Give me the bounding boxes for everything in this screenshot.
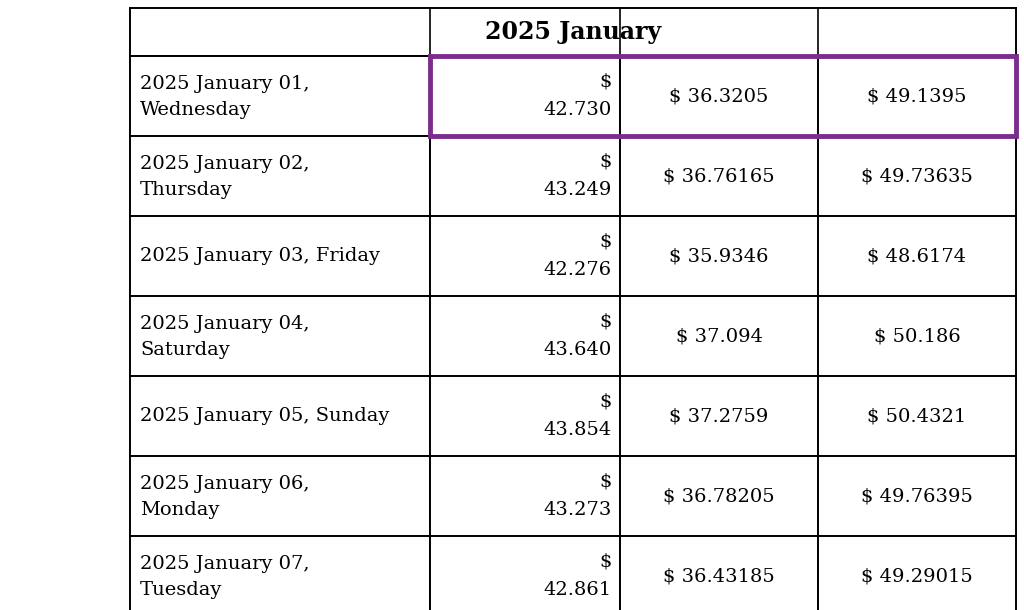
Text: $ 49.73635: $ 49.73635 bbox=[861, 167, 973, 185]
Bar bbox=[430, 56, 620, 136]
Text: 43.854: 43.854 bbox=[544, 422, 612, 439]
Bar bbox=[130, 136, 430, 216]
Text: Thursday: Thursday bbox=[140, 181, 232, 199]
Text: $ 35.9346: $ 35.9346 bbox=[670, 247, 769, 265]
Text: $ 36.43185: $ 36.43185 bbox=[664, 567, 775, 585]
Text: $ 49.29015: $ 49.29015 bbox=[861, 567, 973, 585]
Text: 2025 January 03, Friday: 2025 January 03, Friday bbox=[140, 247, 380, 265]
Text: $: $ bbox=[600, 553, 612, 570]
Bar bbox=[430, 136, 620, 216]
Text: 42.276: 42.276 bbox=[544, 262, 612, 279]
Bar bbox=[620, 456, 818, 536]
Text: $ 50.4321: $ 50.4321 bbox=[867, 407, 967, 425]
Text: 43.273: 43.273 bbox=[544, 501, 612, 519]
Text: 2025 January 01,: 2025 January 01, bbox=[140, 75, 309, 93]
Bar bbox=[620, 536, 818, 610]
Bar bbox=[620, 216, 818, 296]
Bar bbox=[430, 376, 620, 456]
Bar bbox=[818, 536, 1016, 610]
Text: $ 36.76165: $ 36.76165 bbox=[664, 167, 775, 185]
Bar bbox=[430, 296, 620, 376]
Text: 43.640: 43.640 bbox=[544, 342, 612, 359]
Text: Tuesday: Tuesday bbox=[140, 581, 222, 600]
Bar bbox=[130, 56, 430, 136]
Bar bbox=[130, 216, 430, 296]
Text: 2025 January 07,: 2025 January 07, bbox=[140, 555, 309, 573]
Bar bbox=[818, 136, 1016, 216]
Text: 42.861: 42.861 bbox=[544, 581, 612, 600]
Text: $ 49.1395: $ 49.1395 bbox=[867, 87, 967, 105]
Text: $: $ bbox=[600, 312, 612, 331]
Bar bbox=[818, 56, 1016, 136]
Bar bbox=[430, 216, 620, 296]
Text: $: $ bbox=[600, 73, 612, 91]
Text: 2025 January 02,: 2025 January 02, bbox=[140, 155, 309, 173]
Bar bbox=[620, 136, 818, 216]
Text: $ 36.78205: $ 36.78205 bbox=[664, 487, 775, 505]
Text: 2025 January 06,: 2025 January 06, bbox=[140, 475, 309, 493]
Text: 2025 January 05, Sunday: 2025 January 05, Sunday bbox=[140, 407, 389, 425]
Bar bbox=[620, 376, 818, 456]
Bar bbox=[430, 456, 620, 536]
Bar bbox=[818, 296, 1016, 376]
Bar bbox=[818, 456, 1016, 536]
Bar bbox=[130, 296, 430, 376]
Bar bbox=[818, 216, 1016, 296]
Text: 42.730: 42.730 bbox=[544, 101, 612, 120]
Text: 43.249: 43.249 bbox=[544, 181, 612, 199]
Bar bbox=[818, 376, 1016, 456]
Bar bbox=[620, 296, 818, 376]
Bar bbox=[620, 56, 818, 136]
Bar bbox=[130, 536, 430, 610]
Text: $: $ bbox=[600, 232, 612, 251]
Text: $ 37.094: $ 37.094 bbox=[676, 327, 763, 345]
Bar bbox=[430, 536, 620, 610]
Text: $: $ bbox=[600, 393, 612, 411]
Text: $ 36.3205: $ 36.3205 bbox=[670, 87, 769, 105]
Text: $: $ bbox=[600, 152, 612, 171]
Bar bbox=[130, 456, 430, 536]
Bar bbox=[430, 56, 1016, 136]
Text: 2025 January 04,: 2025 January 04, bbox=[140, 315, 309, 333]
Bar bbox=[130, 376, 430, 456]
Text: $ 49.76395: $ 49.76395 bbox=[861, 487, 973, 505]
Text: $ 50.186: $ 50.186 bbox=[873, 327, 961, 345]
Text: 2025 January: 2025 January bbox=[485, 20, 662, 44]
Text: $: $ bbox=[600, 473, 612, 490]
Bar bbox=[130, 8, 1016, 56]
Text: $ 37.2759: $ 37.2759 bbox=[670, 407, 769, 425]
Text: Saturday: Saturday bbox=[140, 342, 229, 359]
Text: $ 48.6174: $ 48.6174 bbox=[867, 247, 967, 265]
Text: Wednesday: Wednesday bbox=[140, 101, 252, 120]
Text: Monday: Monday bbox=[140, 501, 219, 519]
